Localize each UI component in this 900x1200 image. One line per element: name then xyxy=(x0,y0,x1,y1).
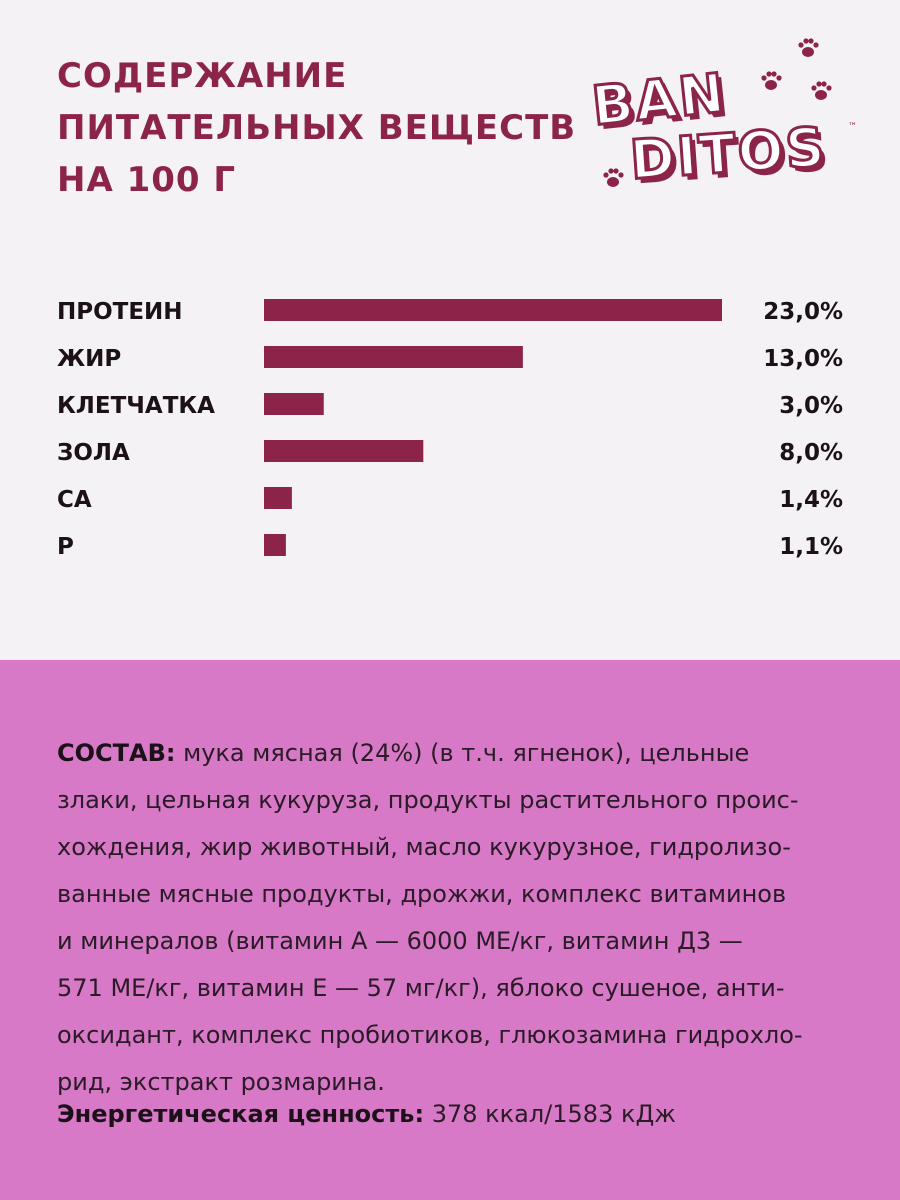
nutrition-panel: СОДЕРЖАНИЕ ПИТАТЕЛЬНЫХ ВЕЩЕСТВ НА 100 Г … xyxy=(57,30,880,560)
composition-line: 571 МЕ/кг, витамин Е — 57 мг/кг), яблоко… xyxy=(57,974,785,1002)
bar xyxy=(264,534,286,556)
nutrient-bar-chart: ПРОТЕИН 23,0% ЖИР 13,0% КЛЕТЧАТКА 3,0% ЗОЛА 8,0… xyxy=(57,299,843,560)
brand-logo: BAN DITOS ™ xyxy=(580,30,880,200)
title-line: НА 100 Г xyxy=(57,160,237,200)
energy-text: 378 ккал/1583 кДж xyxy=(424,1100,676,1128)
category-label: ЖИР xyxy=(57,346,121,372)
energy-value: Энергетическая ценность: 378 ккал/1583 к… xyxy=(57,1100,676,1128)
composition-line: хождения, жир животный, масло кукурузное… xyxy=(57,833,791,861)
value-label: 1,1% xyxy=(779,534,843,560)
composition-line: и минералов (витамин А — 6000 МЕ/кг, вит… xyxy=(57,927,743,955)
composition-line: ванные мясные продукты, дрожжи, комплекс… xyxy=(57,880,787,908)
energy-label: Энергетическая ценность: xyxy=(57,1100,425,1128)
bar xyxy=(264,487,292,509)
category-label: ПРОТЕИН xyxy=(57,299,183,325)
composition-line: оксидант, комплекс пробиотиков, глюкозам… xyxy=(57,1021,803,1049)
paw-icon xyxy=(811,81,832,100)
bar xyxy=(264,393,324,415)
title-line: ПИТАТЕЛЬНЫХ ВЕЩЕСТВ xyxy=(57,108,577,148)
category-label: КЛЕТЧАТКА xyxy=(57,393,215,419)
bar xyxy=(264,440,424,462)
composition-line: СОСТАВ: мука мясная (24%) (в т.ч. ягнено… xyxy=(57,730,847,777)
composition-line-text: мука мясная (24%) (в т.ч. ягненок), цель… xyxy=(175,739,750,767)
trademark-sign: ™ xyxy=(848,122,857,132)
composition-label: СОСТАВ: xyxy=(57,739,176,767)
category-label: ЗОЛА xyxy=(57,440,130,466)
bar xyxy=(264,299,722,321)
paw-icon xyxy=(798,38,819,57)
value-label: 13,0% xyxy=(763,346,843,372)
bar xyxy=(264,346,523,368)
paw-icon xyxy=(603,168,624,187)
title-line: СОДЕРЖАНИЕ xyxy=(57,56,348,96)
value-label: 1,4% xyxy=(779,487,843,513)
value-label: 8,0% xyxy=(779,440,843,466)
value-label: 3,0% xyxy=(779,393,843,419)
paw-icon xyxy=(761,71,782,90)
composition-line: рид, экстракт розмарина. xyxy=(57,1068,385,1096)
category-label: CA xyxy=(57,487,92,513)
composition-line: злаки, цельная кукуруза, продукты растит… xyxy=(57,786,799,814)
value-label: 23,0% xyxy=(763,299,843,325)
category-label: P xyxy=(57,534,74,560)
page-title: СОДЕРЖАНИЕ ПИТАТЕЛЬНЫХ ВЕЩЕСТВ НА 100 Г xyxy=(57,50,577,206)
composition-panel: СОСТАВ: мука мясная (24%) (в т.ч. ягнено… xyxy=(0,660,900,1200)
logo-text-line2: DITOS xyxy=(627,114,830,194)
composition-text: СОСТАВ: мука мясная (24%) (в т.ч. ягнено… xyxy=(57,730,847,1106)
